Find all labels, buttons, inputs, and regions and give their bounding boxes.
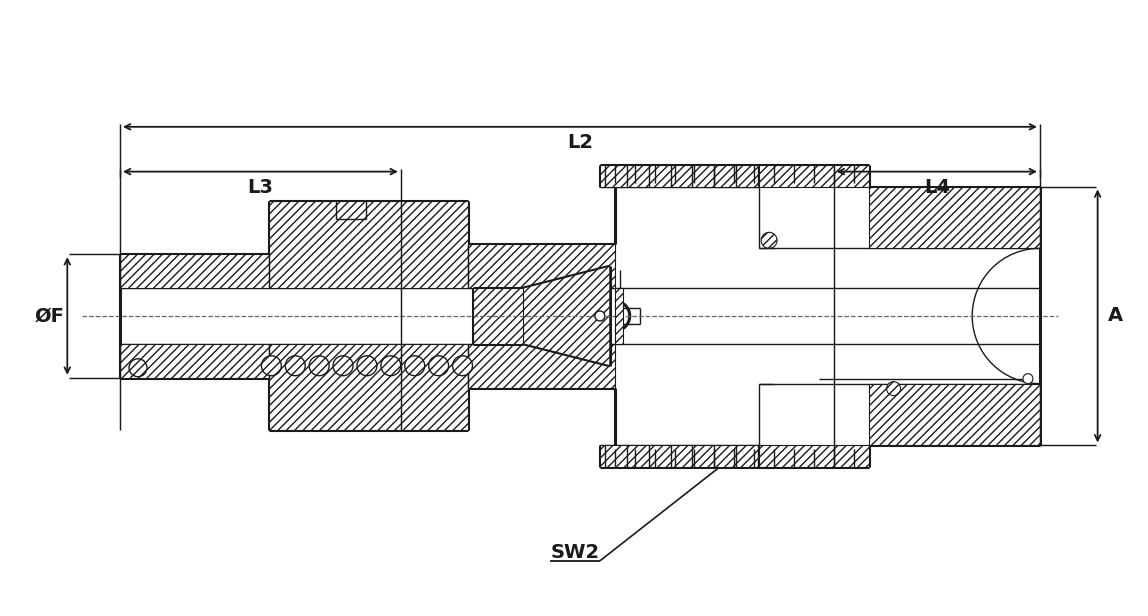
Circle shape — [405, 356, 425, 376]
Bar — [468, 344, 615, 387]
Bar — [121, 344, 270, 378]
Polygon shape — [615, 288, 622, 344]
Bar — [270, 201, 468, 288]
Circle shape — [1023, 374, 1033, 384]
Text: L4: L4 — [924, 178, 949, 197]
Circle shape — [886, 382, 900, 395]
Polygon shape — [523, 266, 610, 366]
Polygon shape — [600, 164, 759, 187]
Polygon shape — [759, 164, 869, 187]
Bar — [468, 245, 615, 288]
Circle shape — [357, 356, 377, 376]
Polygon shape — [869, 384, 1040, 445]
Circle shape — [428, 356, 449, 376]
Circle shape — [761, 232, 777, 248]
Bar — [121, 254, 270, 288]
Polygon shape — [869, 187, 1040, 248]
Text: SW2: SW2 — [550, 543, 599, 562]
Circle shape — [381, 356, 401, 376]
Circle shape — [309, 356, 329, 376]
Circle shape — [262, 356, 281, 376]
Polygon shape — [600, 445, 759, 468]
Circle shape — [286, 356, 305, 376]
Text: L2: L2 — [567, 133, 594, 152]
Bar — [270, 344, 468, 431]
Circle shape — [129, 359, 147, 377]
Polygon shape — [759, 445, 869, 468]
Polygon shape — [473, 288, 523, 344]
Text: A: A — [1108, 307, 1123, 325]
Circle shape — [595, 311, 605, 321]
Text: L3: L3 — [248, 178, 273, 197]
Circle shape — [333, 356, 352, 376]
Text: ØF: ØF — [34, 307, 64, 325]
Circle shape — [452, 356, 473, 376]
